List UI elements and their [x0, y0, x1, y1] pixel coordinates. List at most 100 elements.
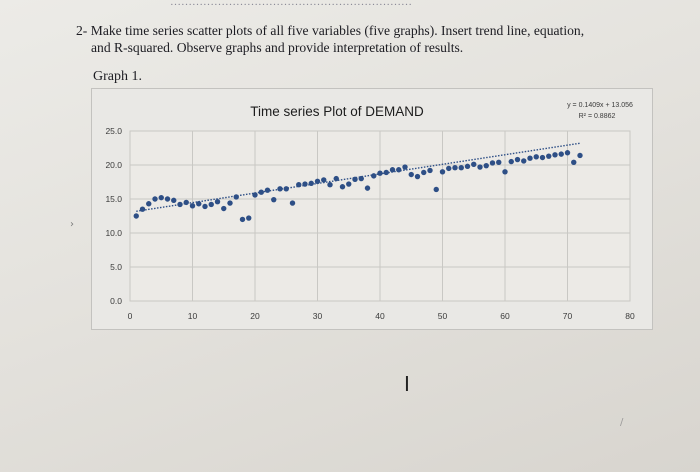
data-point — [171, 197, 177, 204]
data-point — [514, 156, 521, 163]
data-point — [233, 194, 239, 200]
data-point — [508, 158, 514, 165]
data-point — [283, 186, 289, 192]
data-point — [471, 161, 477, 168]
data-point — [152, 196, 158, 202]
data-point — [133, 213, 139, 219]
data-point — [377, 170, 383, 176]
data-point — [552, 152, 558, 158]
data-point — [546, 153, 552, 159]
question-text: 2- Make time series scatter plots of all… — [76, 22, 636, 56]
data-point — [221, 205, 227, 212]
data-point — [339, 184, 346, 190]
trendline-equation: y = 0.1409x + 13.056 — [567, 102, 633, 109]
y-tick-label: 20.0 — [105, 160, 122, 170]
question-line-1: Make time series scatter plots of all fi… — [90, 23, 585, 38]
data-point — [164, 196, 171, 202]
cut-off-text: ………………………………………………………… — [170, 0, 412, 6]
x-tick-label: 40 — [375, 311, 385, 321]
data-point — [296, 182, 302, 188]
data-point — [183, 199, 189, 206]
r-squared-label: R² = 0.8862 — [579, 113, 616, 120]
demand-scatter-chart: 0.0 5.0 10.0 15.0 20.0 25.0 0 10 20 30 40 50 60 70 80 T… — [105, 102, 635, 321]
x-tick-label: 10 — [188, 311, 198, 321]
data-point — [533, 154, 539, 160]
data-point — [439, 169, 446, 175]
data-point — [208, 201, 214, 208]
x-tick-label: 0 — [128, 311, 133, 321]
margin-mark: / — [620, 417, 624, 428]
y-tick-label: 25.0 — [105, 126, 122, 136]
y-tick-label: 15.0 — [105, 194, 122, 204]
data-point — [277, 186, 283, 192]
data-point — [464, 163, 471, 170]
data-point — [414, 173, 421, 180]
data-point — [264, 187, 271, 193]
data-point — [352, 176, 358, 182]
y-tick-label: 0.0 — [110, 296, 122, 306]
data-point — [271, 196, 277, 203]
data-point — [302, 181, 308, 187]
data-point — [308, 180, 314, 187]
y-tick-label: 10.0 — [105, 228, 122, 238]
data-point — [227, 200, 233, 206]
margin-mark: › — [70, 219, 74, 230]
data-point — [158, 194, 164, 201]
x-tick-label: 70 — [563, 311, 573, 321]
data-point — [214, 199, 221, 205]
data-point — [527, 155, 533, 161]
data-point — [502, 169, 508, 175]
data-point — [452, 165, 458, 171]
data-point — [564, 150, 571, 156]
data-point — [421, 169, 427, 176]
data-point — [446, 165, 452, 172]
data-point — [477, 164, 483, 170]
data-point — [433, 186, 439, 193]
data-point — [314, 178, 321, 185]
data-point — [571, 159, 577, 165]
x-tick-label: 80 — [625, 311, 635, 321]
data-point — [489, 160, 496, 166]
data-point — [458, 165, 464, 171]
data-point — [427, 167, 433, 174]
data-point — [358, 175, 364, 182]
data-point — [246, 215, 252, 221]
data-point — [289, 200, 296, 206]
data-point — [539, 154, 546, 161]
data-point — [389, 167, 396, 173]
data-point — [146, 201, 152, 207]
x-tick-label: 60 — [500, 311, 510, 321]
data-point — [139, 206, 146, 212]
x-tick-label: 30 — [313, 311, 323, 321]
data-point — [364, 185, 371, 191]
text-cursor-icon: I — [404, 372, 410, 396]
y-tick-label: 5.0 — [110, 262, 122, 272]
data-point — [483, 162, 489, 169]
chart-title: Time series Plot of DEMAND — [250, 104, 424, 119]
data-point — [496, 159, 502, 165]
question-line-2: and R-squared. Observe graphs and provid… — [91, 40, 464, 55]
data-point — [202, 203, 208, 210]
data-point — [258, 189, 264, 195]
data-point — [408, 171, 414, 178]
data-point — [402, 164, 408, 170]
data-point — [327, 182, 333, 188]
x-tick-label: 20 — [250, 311, 260, 321]
data-point — [521, 158, 527, 164]
data-point — [252, 192, 258, 198]
data-point — [577, 152, 583, 159]
data-point — [558, 151, 564, 157]
graph-label: Graph 1. — [93, 69, 142, 84]
data-point — [196, 201, 202, 207]
chart-area: 0.0 5.0 10.0 15.0 20.0 25.0 0 10 20 30 40 50 60 70 80 T… — [91, 88, 653, 330]
data-point — [346, 181, 352, 187]
data-point — [189, 203, 196, 209]
question-number: 2- — [76, 23, 88, 38]
data-point — [177, 201, 183, 208]
data-point — [396, 167, 402, 173]
data-point — [371, 173, 377, 179]
data-point — [333, 175, 339, 182]
data-point — [239, 216, 246, 223]
x-tick-label: 50 — [438, 311, 448, 321]
data-point — [383, 169, 389, 176]
